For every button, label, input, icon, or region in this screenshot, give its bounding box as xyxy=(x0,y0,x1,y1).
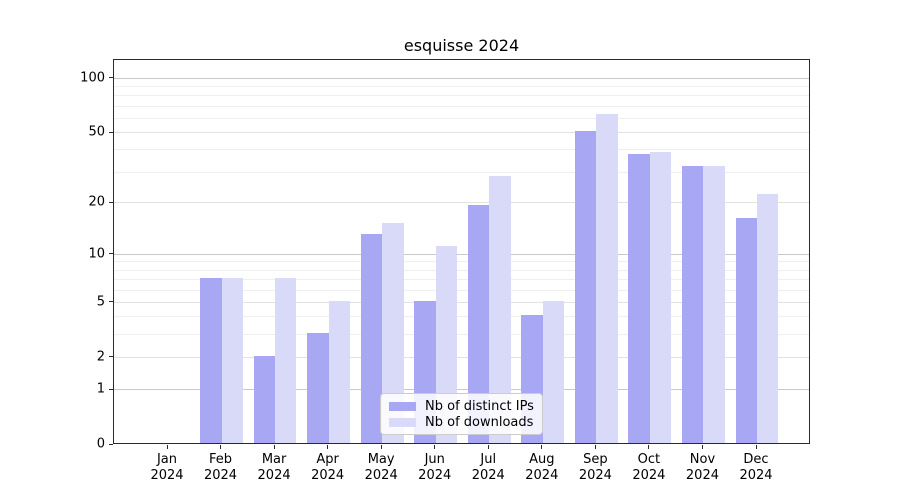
bar-mar-distinct-ips xyxy=(253,355,276,443)
y-tick-mark xyxy=(109,356,113,358)
bar-sep-downloads xyxy=(596,114,618,443)
x-tick-mark xyxy=(541,445,543,449)
legend: Nb of distinct IPs Nb of downloads xyxy=(380,393,543,435)
bar-may-downloads xyxy=(382,223,404,443)
bar-feb-downloads xyxy=(221,278,243,443)
bar-feb-distinct-ips xyxy=(200,278,222,443)
x-tick-mark xyxy=(220,445,222,449)
minor-gridline xyxy=(114,289,809,291)
x-tick-label: Jan 2024 xyxy=(150,452,184,483)
x-tick-mark xyxy=(594,445,596,449)
x-tick-mark xyxy=(434,445,436,449)
minor-gridline xyxy=(114,105,809,107)
x-tick-mark xyxy=(487,445,489,449)
plot-area: Nb of distinct IPs Nb of downloads xyxy=(113,59,810,444)
x-tick-label: Dec 2024 xyxy=(739,452,773,483)
x-tick-label: May 2024 xyxy=(364,452,398,483)
bar-nov-distinct-ips xyxy=(682,165,704,443)
bar-dec-distinct-ips xyxy=(735,218,757,443)
bar-sep-distinct-ips xyxy=(574,131,597,443)
y-tick-mark xyxy=(109,388,113,390)
legend-item-downloads: Nb of downloads xyxy=(389,414,534,430)
major-gridline xyxy=(114,389,809,390)
y-tick-label: 1 xyxy=(96,381,105,397)
y-tick-label: 20 xyxy=(88,194,105,210)
legend-swatch-distinct-ips xyxy=(389,401,416,411)
major-gridline xyxy=(114,77,809,79)
bar-apr-distinct-ips xyxy=(307,333,329,443)
y-tick-label: 100 xyxy=(80,70,105,86)
minor-gridline xyxy=(114,316,809,318)
y-tick-label: 0 xyxy=(96,436,105,452)
minor-gridline xyxy=(114,86,809,88)
x-tick-mark xyxy=(701,445,703,449)
legend-item-distinct-ips: Nb of distinct IPs xyxy=(389,398,534,414)
bar-jul-downloads xyxy=(489,175,511,443)
minor-gridline xyxy=(114,117,809,119)
bar-apr-downloads xyxy=(328,300,351,443)
y-tick-mark xyxy=(109,201,113,203)
x-tick-label: Apr 2024 xyxy=(311,452,345,483)
minor-gridline xyxy=(114,261,809,263)
y-tick-label: 5 xyxy=(96,294,105,310)
bar-nov-downloads xyxy=(703,165,725,443)
x-tick-mark xyxy=(380,445,382,449)
gridline xyxy=(114,202,809,204)
bar-oct-downloads xyxy=(649,152,672,443)
y-tick-mark xyxy=(109,443,113,445)
bar-jul-distinct-ips xyxy=(467,205,490,443)
x-tick-mark xyxy=(755,445,757,449)
minor-gridline xyxy=(114,95,809,97)
bar-oct-distinct-ips xyxy=(628,154,650,443)
x-tick-label: Jun 2024 xyxy=(418,452,452,483)
gridline xyxy=(114,132,809,134)
x-tick-label: Oct 2024 xyxy=(632,452,666,483)
x-tick-label: Nov 2024 xyxy=(685,452,719,483)
minor-gridline xyxy=(114,149,809,151)
bar-may-distinct-ips xyxy=(360,233,383,443)
y-tick-label: 2 xyxy=(96,349,105,365)
bar-aug-downloads xyxy=(542,300,565,443)
chart-title: esquisse 2024 xyxy=(403,36,520,55)
legend-label-downloads: Nb of downloads xyxy=(425,414,534,430)
minor-gridline xyxy=(114,269,809,271)
bar-mar-downloads xyxy=(275,278,297,443)
x-tick-label: Sep 2024 xyxy=(578,452,612,483)
y-tick-mark xyxy=(109,77,113,79)
x-tick-mark xyxy=(327,445,329,449)
x-tick-mark xyxy=(166,445,168,449)
x-tick-label: Aug 2024 xyxy=(525,452,559,483)
minor-gridline xyxy=(114,334,809,335)
y-tick-mark xyxy=(109,253,113,255)
bar-dec-downloads xyxy=(757,194,779,443)
x-tick-label: Feb 2024 xyxy=(203,452,238,483)
x-tick-label: Mar 2024 xyxy=(257,452,291,483)
legend-label-distinct-ips: Nb of distinct IPs xyxy=(425,398,534,414)
legend-swatch-downloads xyxy=(389,417,416,427)
y-tick-label: 50 xyxy=(88,124,105,140)
gridline xyxy=(114,356,809,358)
x-tick-mark xyxy=(273,445,275,449)
minor-gridline xyxy=(114,171,809,173)
x-tick-label: Jul 2024 xyxy=(471,452,505,483)
major-gridline xyxy=(114,253,809,255)
x-tick-mark xyxy=(648,445,650,449)
minor-gridline xyxy=(114,279,809,280)
y-tick-mark xyxy=(109,131,113,133)
y-tick-label: 10 xyxy=(88,246,105,262)
gridline xyxy=(114,301,809,303)
y-tick-mark xyxy=(109,301,113,303)
